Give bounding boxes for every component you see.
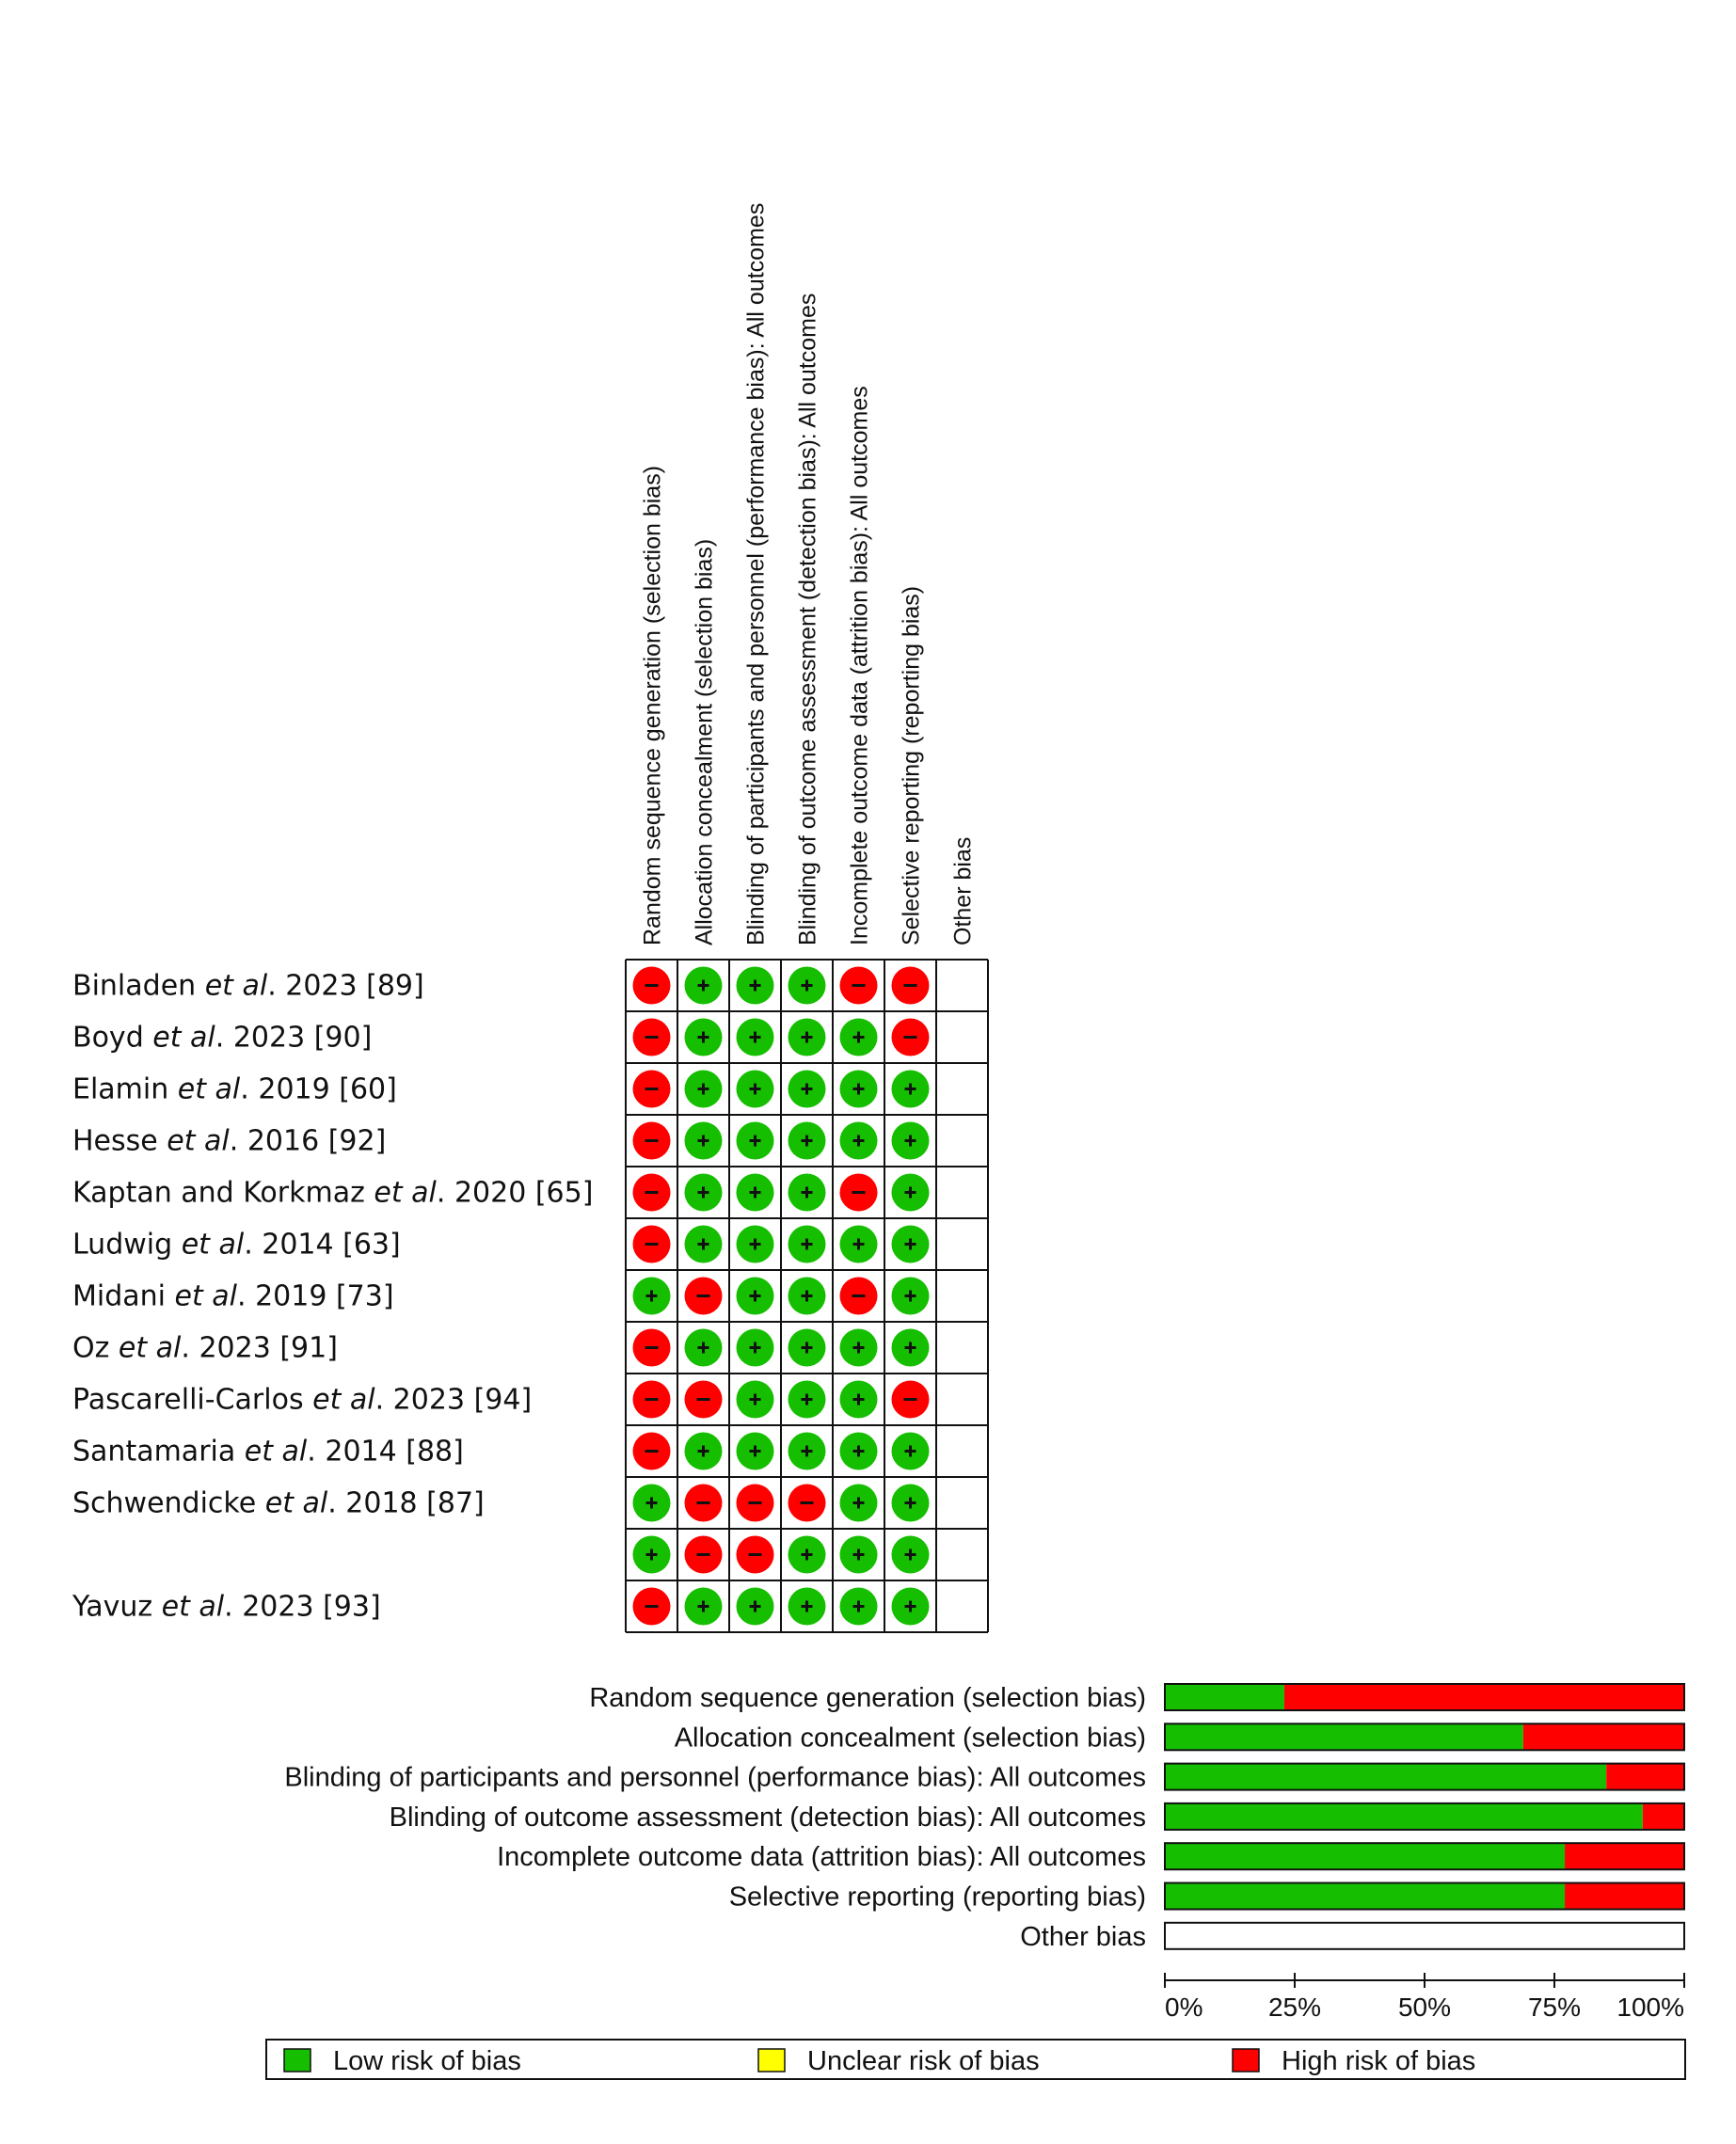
bar-outline <box>1164 1762 1685 1791</box>
bar-segment <box>1565 1843 1684 1870</box>
bar-label: Blinding of outcome assessment (detectio… <box>390 1803 1146 1833</box>
domain-label: Blinding of outcome assessment (detectio… <box>795 294 821 945</box>
legend-label: High risk of bias <box>1282 2046 1475 2076</box>
summary-bars <box>1164 1683 1685 1950</box>
study-label: Hesse et al. 2016 [92] <box>72 1125 386 1158</box>
bar-segment <box>1165 1843 1566 1870</box>
study-label: Santamaria et al. 2014 [88] <box>72 1436 464 1469</box>
percent-axis: 0% 25% 50% 75% 100% <box>1164 1973 1685 2022</box>
legend-label: Unclear risk of bias <box>807 2046 1040 2076</box>
legend-swatch <box>757 2048 786 2073</box>
bar-label: Selective reporting (reporting bias) <box>729 1882 1146 1913</box>
bar-outline <box>1164 1723 1685 1752</box>
bar-segment <box>1165 1684 1284 1710</box>
domain-label: Blinding of participants and personnel (… <box>743 203 770 945</box>
study-labels: Binladen et al. 2023 [89] Boyd et al. 202… <box>72 970 593 1624</box>
study-label: Elamin et al. 2019 [60] <box>72 1073 397 1106</box>
bar-segment <box>1165 1723 1523 1751</box>
tick-label: 75% <box>1528 1993 1581 2022</box>
domain-label: Other bias <box>950 837 977 945</box>
legend-box <box>265 2039 1686 2080</box>
bar-segment <box>1283 1684 1684 1710</box>
bar-segment <box>1565 1882 1684 1910</box>
bar-outline <box>1164 1882 1685 1911</box>
domain-label: Allocation concealment (selection bias) <box>692 539 718 945</box>
study-label: Oz et al. 2023 [91] <box>72 1332 338 1365</box>
legend-swatch <box>283 2048 311 2073</box>
tick-label: 100% <box>1617 1993 1684 2022</box>
bar-label: Incomplete outcome data (attrition bias)… <box>497 1842 1146 1872</box>
bar-segment <box>1165 1882 1566 1910</box>
legend-label: Low risk of bias <box>333 2046 521 2076</box>
bar-label: Allocation concealment (selection bias) <box>675 1723 1146 1753</box>
study-label: Kaptan and Korkmaz et al. 2020 [65] <box>72 1177 593 1210</box>
study-label: Binladen et al. 2023 [89] <box>72 970 424 1003</box>
legend-swatch <box>1232 2048 1260 2073</box>
tick-label: 50% <box>1398 1993 1451 2022</box>
study-label: Boyd et al. 2023 [90] <box>72 1022 372 1055</box>
domain-label: Selective reporting (reporting bias) <box>899 586 925 945</box>
bar-segment <box>1522 1723 1684 1751</box>
bar-label: Other bias <box>1020 1922 1146 1952</box>
study-label: Yavuz et al. 2023 [93] <box>72 1591 381 1624</box>
bar-label: Blinding of participants and personnel (… <box>284 1763 1146 1793</box>
bar-segment <box>1606 1763 1684 1790</box>
domain-column-labels: Random sequence generation (selection bi… <box>640 203 977 945</box>
domain-label: Incomplete outcome data (attrition bias)… <box>847 386 873 945</box>
bar-segment <box>1642 1803 1684 1830</box>
domain-label: Random sequence generation (selection bi… <box>640 466 666 945</box>
bar-segment <box>1165 1763 1607 1790</box>
study-label: Ludwig et al. 2014 [63] <box>72 1229 401 1262</box>
bar-segment <box>1165 1803 1643 1830</box>
study-label: Pascarelli-Carlos et al. 2023 [94] <box>72 1384 532 1417</box>
study-label: Midani et al. 2019 [73] <box>72 1280 394 1313</box>
bar-outline <box>1164 1683 1685 1711</box>
bar-outline <box>1164 1802 1685 1831</box>
tick-label: 25% <box>1268 1993 1321 2022</box>
bar-outline <box>1164 1842 1685 1871</box>
study-label: Schwendicke et al. 2018 [87] <box>72 1487 485 1520</box>
tick-label: 0% <box>1165 1993 1202 2022</box>
summary-bar-labels: Random sequence generation (selection bi… <box>284 1683 1146 1952</box>
bar-label: Random sequence generation (selection bi… <box>589 1683 1146 1713</box>
risk-of-bias-grid <box>625 959 989 1633</box>
legend: Low risk of bias Unclear risk of bias High… <box>265 2039 1686 2080</box>
bar-outline <box>1164 1921 1685 1950</box>
